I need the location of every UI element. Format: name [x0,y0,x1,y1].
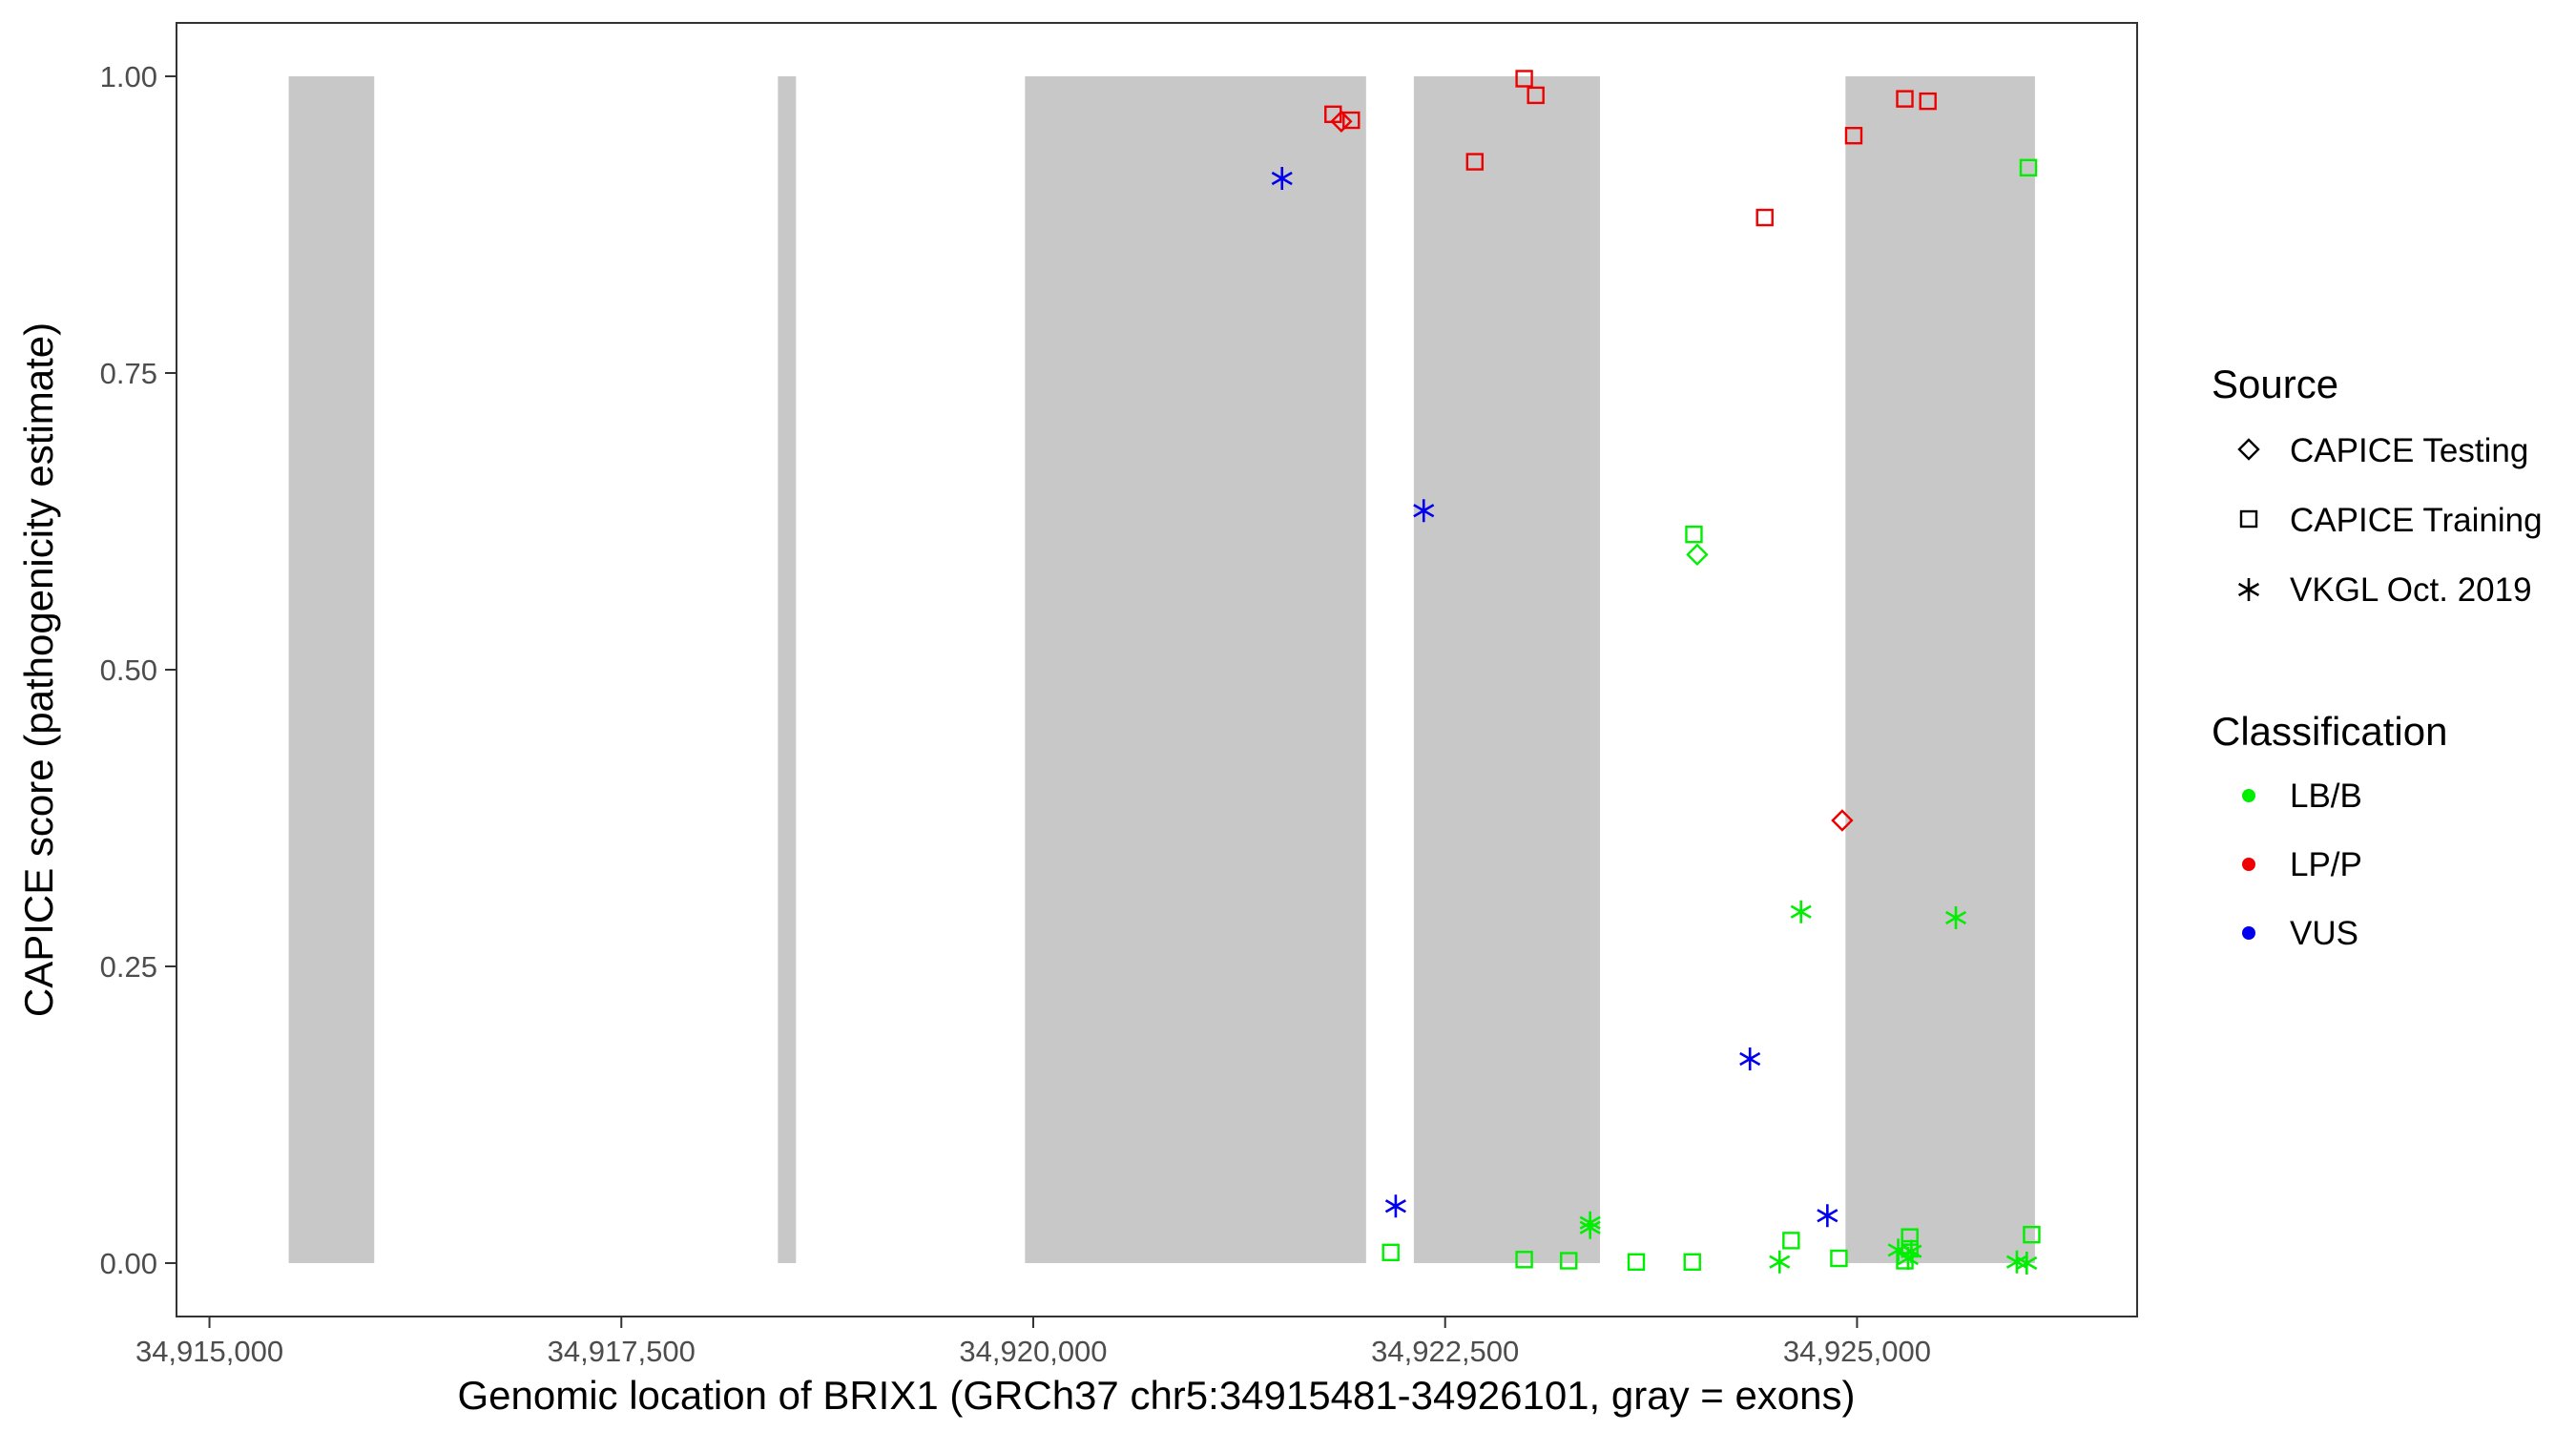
y-axis-label: CAPICE score (pathogenicity estimate) [16,322,61,1017]
exon-4 [1413,75,1601,1264]
exon-3 [1025,75,1366,1264]
x-axis-label: Genomic location of BRIX1 (GRCh37 chr5:3… [457,1373,1855,1418]
legend-source-title: Source [2212,362,2338,406]
point-vkgl [1769,1250,1791,1274]
point-training [1515,1251,1533,1269]
point-training [1515,70,1533,88]
x-tick-label: 34,922,500 [1371,1335,1519,1368]
point-vkgl [1739,1047,1761,1071]
legend-class-label-lbb: LB/B [2290,778,2362,815]
point-vkgl [1271,166,1293,190]
x-tick-label: 34,915,000 [135,1335,283,1368]
point-training [1627,1253,1646,1271]
point-training [1381,1243,1400,1262]
exon-layer [288,75,2035,1264]
y-tick-label: 0.50 [100,653,157,687]
x-tick-label: 34,920,000 [959,1335,1107,1368]
legend-class-item-lpp: LP/P [2242,846,2362,883]
y-tick-label: 1.00 [100,60,157,93]
point-training [1560,1252,1578,1270]
y-tick-label: 0.75 [100,357,157,390]
point-training [1685,525,1703,544]
legend-source: Source CAPICE Testing CAPICE Training VK… [2212,362,2543,609]
point-training [1342,111,1361,130]
exon-1 [288,75,375,1264]
point-training [1465,153,1484,171]
legend-class-item-vus: VUS [2242,915,2358,952]
point-vkgl [1817,1204,1839,1228]
exon-5 [1845,75,2035,1264]
legend-asterisk-icon [2237,578,2260,601]
y-axis: 0.00 0.25 0.50 0.75 1.00 [100,60,177,1280]
point-layer [1271,70,2041,1275]
legend-source-item-testing: CAPICE Testing [2237,432,2528,469]
point-training [1527,86,1545,105]
point-training [2019,158,2038,176]
point-testing [1330,110,1353,133]
point-training [1919,92,1937,111]
legend-square-icon [2239,509,2258,529]
point-training [1844,126,1863,145]
point-training [1755,208,1774,227]
legend-classification: Classification LB/B LP/P VUS [2212,709,2447,952]
legend-class-label-lpp: LP/P [2290,846,2362,883]
legend-source-label-vkgl: VKGL Oct. 2019 [2290,571,2532,609]
legend-lbb-dot-icon [2242,789,2255,802]
point-vkgl [2016,1252,2038,1275]
point-vkgl [1413,499,1435,523]
point-vkgl [1944,906,1967,930]
x-axis: 34,915,000 34,917,500 34,920,000 34,922,500… [135,1317,1931,1368]
y-tick-label: 0.25 [100,950,157,984]
exon-2 [778,75,797,1264]
legend-classification-title: Classification [2212,709,2447,754]
point-training [1896,90,1914,108]
legend-class-item-lbb: LB/B [2242,778,2362,815]
point-vkgl [1384,1194,1406,1218]
point-training [2023,1225,2041,1244]
point-testing [1686,543,1709,567]
legend-source-item-vkgl: VKGL Oct. 2019 [2237,571,2532,609]
point-testing [1831,809,1854,832]
point-training [1830,1249,1848,1268]
legend-source-label-training: CAPICE Training [2290,502,2543,539]
y-tick-label: 0.00 [100,1247,157,1280]
legend-diamond-icon [2237,438,2260,461]
point-training [1683,1253,1701,1271]
legend-source-label-testing: CAPICE Testing [2290,432,2528,469]
point-vkgl [1897,1247,1920,1271]
x-tick-label: 34,925,000 [1783,1335,1931,1368]
point-training [1901,1228,1919,1246]
point-training [1782,1232,1800,1250]
legend-source-item-training: CAPICE Training [2239,502,2543,539]
point-vkgl [1579,1215,1601,1239]
legend-vus-dot-icon [2242,926,2255,940]
x-tick-label: 34,917,500 [548,1335,696,1368]
legend-class-label-vus: VUS [2290,915,2358,952]
legend-lpp-dot-icon [2242,858,2255,871]
point-vkgl [1790,900,1812,923]
